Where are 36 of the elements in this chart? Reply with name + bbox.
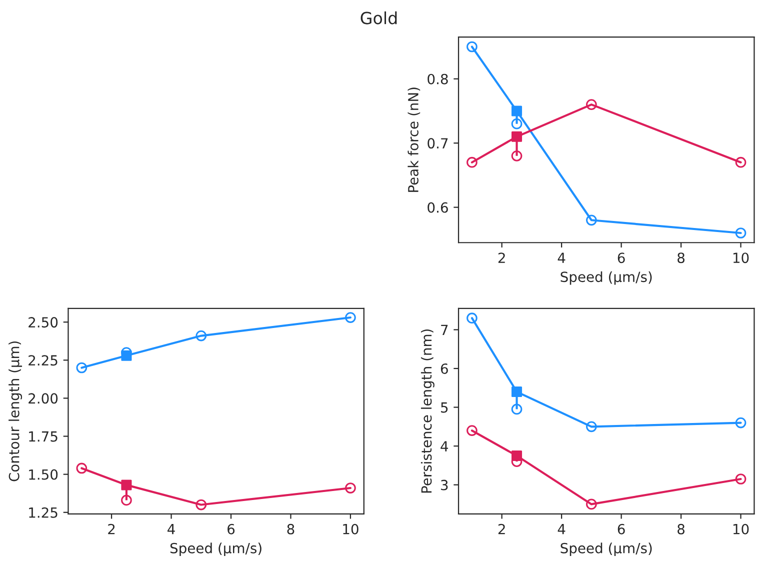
x-tick-label: 6 bbox=[228, 524, 235, 534]
y-tick-label: 5 bbox=[441, 402, 448, 413]
y-tick-label: 2.25 bbox=[28, 355, 58, 366]
x-tick-label: 4 bbox=[558, 524, 566, 534]
x-tick-label: 2 bbox=[498, 252, 505, 263]
y-tick-label: 0.8 bbox=[428, 74, 448, 84]
y-tick-label: 3 bbox=[441, 480, 448, 490]
x-tick-label: 2 bbox=[108, 524, 115, 534]
x-axis-title: Speed (µm/s) bbox=[560, 542, 652, 556]
x-tick-label: 8 bbox=[678, 524, 685, 534]
x-axis-title: Speed (µm/s) bbox=[560, 271, 652, 285]
y-tick-label: 2.00 bbox=[28, 393, 58, 404]
y-tick-label: 1.50 bbox=[29, 469, 58, 480]
y-tick-label: 1.75 bbox=[29, 431, 58, 442]
x-tick-label: 6 bbox=[618, 252, 625, 264]
chart-title: Gold bbox=[360, 11, 397, 24]
y-axis-title: Peak force (nN) bbox=[408, 88, 420, 192]
y-tick-label: 7 bbox=[441, 324, 448, 335]
y-tick-label: 4 bbox=[440, 441, 448, 452]
x-tick-label: 10 bbox=[343, 524, 358, 534]
y-tick-label: 1.25 bbox=[29, 507, 58, 518]
x-tick-label: 10 bbox=[733, 524, 749, 534]
y-tick-label: 0.7 bbox=[428, 138, 448, 149]
x-tick-label: 8 bbox=[287, 524, 294, 534]
y-tick-label: 0.6 bbox=[428, 202, 448, 213]
x-axis-title: Speed (µm/s) bbox=[170, 542, 262, 556]
y-axis-title: Contour length (µm) bbox=[8, 341, 22, 482]
y-tick-label: 6 bbox=[440, 363, 448, 374]
x-tick-label: 6 bbox=[618, 524, 625, 534]
y-tick-label: 2.50 bbox=[28, 317, 58, 328]
x-tick-label: 4 bbox=[168, 524, 175, 534]
x-tick-label: 8 bbox=[678, 252, 685, 264]
y-axis-title: Persistence length (nm) bbox=[420, 329, 434, 493]
x-tick-label: 2 bbox=[498, 524, 505, 534]
x-tick-label: 4 bbox=[558, 252, 566, 263]
x-tick-label: 10 bbox=[733, 252, 749, 264]
